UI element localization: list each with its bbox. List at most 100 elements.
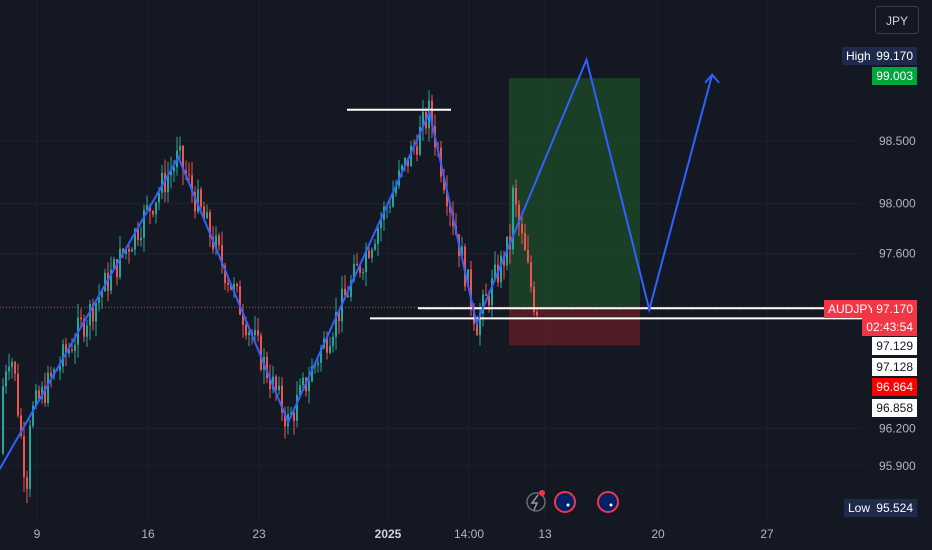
candle-body: [533, 286, 535, 312]
candle-body: [416, 146, 418, 155]
candle-body: [224, 265, 226, 283]
candle-body: [290, 412, 292, 415]
candle-body: [215, 235, 217, 250]
candle-body: [317, 362, 319, 365]
candle-body: [35, 390, 37, 406]
y-tick-label: 96.200: [879, 422, 916, 436]
candle-body: [476, 323, 478, 336]
candle-body: [401, 165, 403, 171]
candle-body: [488, 295, 490, 306]
candle-body: [104, 272, 106, 292]
candle-body: [179, 146, 181, 151]
level-badge-1: 97.129: [872, 337, 917, 355]
candle-body: [116, 259, 118, 278]
candle-body: [347, 295, 349, 297]
candle-body: [167, 175, 169, 193]
candle-body: [197, 189, 199, 212]
candle-body: [410, 145, 412, 167]
candle-body: [230, 284, 232, 290]
candle-body: [2, 386, 4, 454]
candle-body: [359, 265, 361, 273]
candle-body: [404, 157, 406, 166]
candle-body: [203, 206, 205, 219]
candle-body: [308, 381, 310, 392]
candle-body: [101, 291, 103, 298]
candle-body: [245, 324, 247, 336]
event-markers: [526, 490, 619, 513]
candle-body: [479, 313, 481, 336]
low-value-badge: 95.524: [872, 499, 917, 517]
candle-body: [236, 284, 238, 287]
candle-body: [530, 262, 532, 287]
candle-body: [257, 330, 259, 336]
y-tick-label: 97.600: [879, 247, 916, 261]
candle-body: [185, 170, 187, 175]
candle-body: [26, 477, 28, 489]
x-tick-label: 14:00: [454, 527, 484, 541]
candle-body: [320, 348, 322, 363]
candle-body: [41, 386, 43, 399]
candle-body: [218, 235, 220, 246]
candle-body: [422, 111, 424, 127]
candle-body: [143, 209, 145, 238]
candle-body: [407, 157, 409, 167]
zigzag-arrowhead: [704, 73, 720, 84]
candle-body: [17, 373, 19, 416]
candle-body: [113, 259, 115, 270]
candle-body: [50, 372, 52, 377]
candle-body: [95, 302, 97, 322]
candle-body: [275, 376, 277, 391]
target-price-badge: 99.003: [872, 67, 917, 85]
candle-body: [464, 246, 466, 287]
currency-button[interactable]: JPY: [875, 6, 919, 34]
x-tick-label: 9: [34, 527, 41, 541]
symbol-label: AUDJPY: [824, 300, 880, 318]
candle-body: [227, 282, 229, 285]
candle-body: [494, 264, 496, 279]
x-tick-label: 23: [252, 527, 266, 541]
candle-body: [281, 385, 283, 413]
candle-body: [482, 294, 484, 314]
low-label: Low: [844, 499, 875, 517]
candle-body: [32, 405, 34, 426]
candle-body: [515, 187, 517, 205]
candle-body: [521, 224, 523, 234]
candle-body: [362, 271, 364, 273]
candle-body: [164, 173, 166, 193]
candle-body: [62, 344, 64, 367]
candle-body: [356, 263, 358, 266]
candle-body: [524, 233, 526, 251]
candle-body: [296, 395, 298, 421]
candle-body: [338, 312, 340, 322]
candle-body: [65, 344, 67, 354]
candle-body: [365, 250, 367, 272]
x-tick-label: 27: [760, 527, 774, 541]
australia-flag-icon: [554, 491, 576, 513]
candle-body: [335, 312, 337, 337]
bolt-icon: [530, 494, 539, 511]
candle-body: [332, 336, 334, 347]
candle-body: [491, 278, 493, 306]
candle-body: [272, 376, 274, 390]
candle-body: [467, 269, 469, 287]
candle-body: [431, 100, 433, 127]
level-badge-3: 96.858: [872, 399, 917, 417]
candle-body: [278, 385, 280, 391]
candle-body: [137, 228, 139, 240]
candles: [2, 90, 538, 504]
candle-body: [461, 246, 463, 257]
flag-star-icon: [566, 503, 570, 507]
candle-body: [500, 255, 502, 283]
candle-body: [140, 237, 142, 240]
candle-body: [89, 303, 91, 326]
candle-body: [47, 372, 49, 404]
notification-dot-icon: [539, 490, 545, 496]
time-axis: 9 16 23 2025 14:00 13 20 27: [34, 527, 774, 541]
candle-body: [5, 371, 7, 387]
candle-body: [239, 286, 241, 315]
x-tick-label: 2025: [375, 527, 402, 541]
level-badge-2: 97.128: [872, 358, 917, 376]
candle-body: [380, 219, 382, 228]
candle-body: [260, 335, 262, 370]
